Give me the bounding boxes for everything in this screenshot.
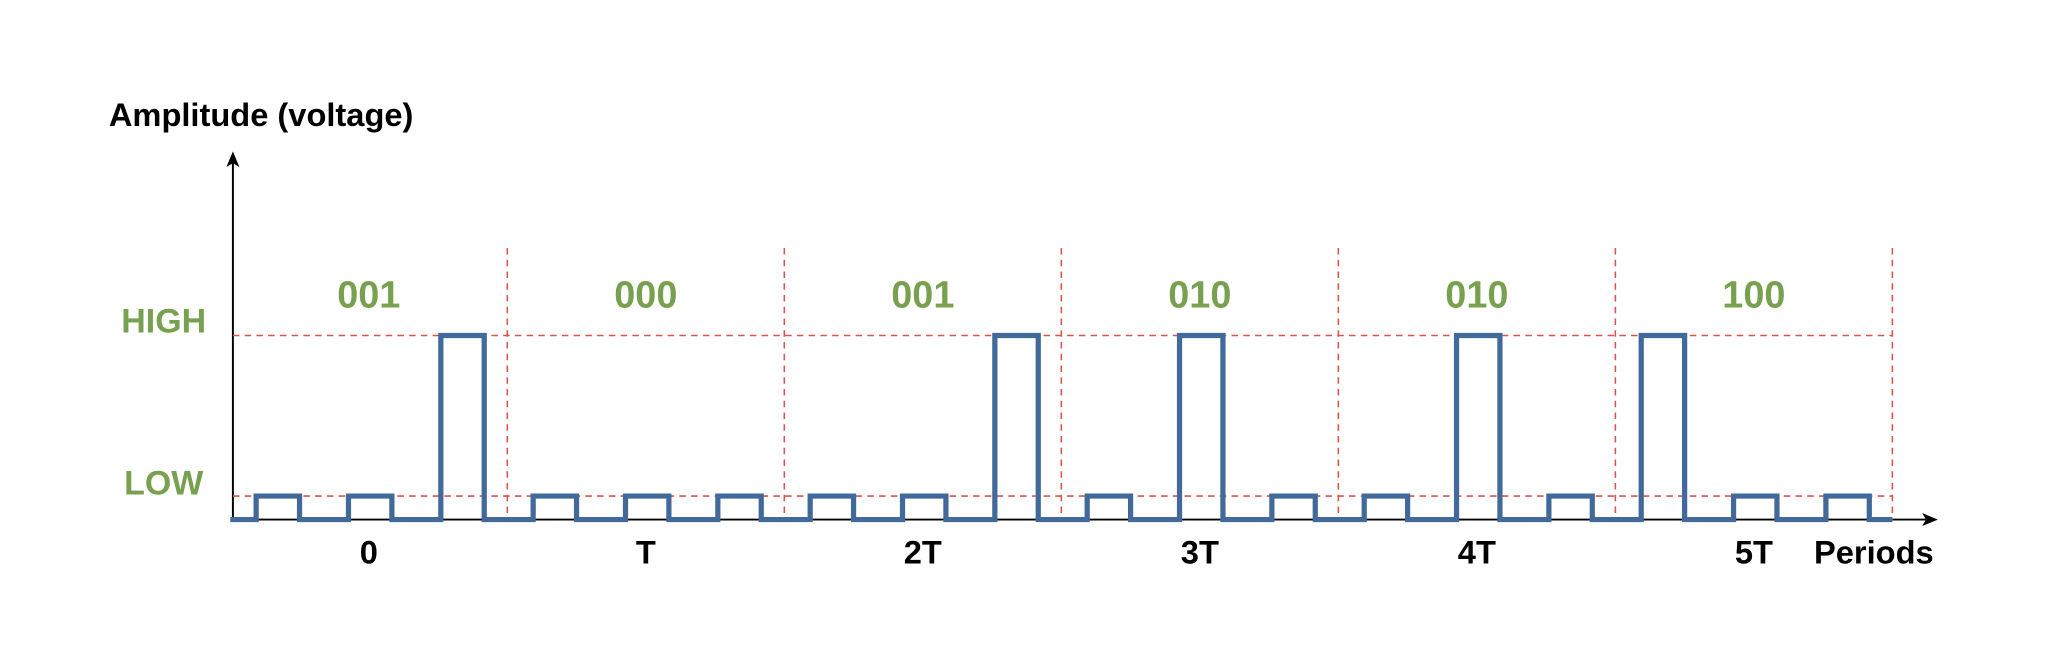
period-label: T	[636, 533, 656, 570]
code-label: 010	[1168, 275, 1231, 317]
period-label: 2T	[904, 533, 942, 570]
code-label: 010	[1445, 275, 1508, 317]
code-label: 100	[1722, 275, 1785, 317]
high-level-label: HIGH	[121, 303, 206, 341]
low-level-label: LOW	[124, 465, 203, 503]
code-label: 001	[337, 275, 400, 317]
code-label: 001	[891, 275, 954, 317]
x-axis-label: Periods	[1814, 533, 1934, 570]
period-label: 0	[360, 533, 378, 570]
code-label: 000	[614, 275, 677, 317]
period-label: 4T	[1458, 533, 1496, 570]
y-axis-label: Amplitude (voltage)	[109, 96, 414, 133]
waveform	[230, 332, 1893, 523]
period-label: 5T	[1735, 533, 1773, 570]
period-label: 3T	[1181, 533, 1219, 570]
